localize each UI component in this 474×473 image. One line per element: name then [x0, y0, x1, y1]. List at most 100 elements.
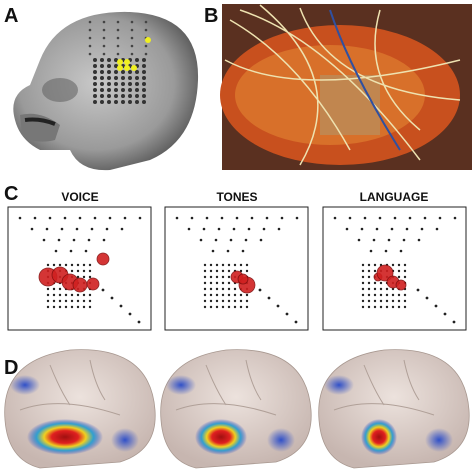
electrode	[245, 269, 249, 273]
electrode	[116, 52, 120, 56]
electrode	[33, 216, 37, 220]
electrode	[385, 293, 389, 297]
electrode-map	[322, 206, 467, 331]
electrode	[245, 305, 249, 309]
electrode	[142, 76, 146, 80]
electrode	[209, 275, 213, 279]
electrode	[58, 287, 62, 291]
electrode	[295, 216, 299, 220]
electrode	[435, 227, 439, 231]
electrode	[84, 249, 88, 253]
electrode	[76, 305, 80, 309]
electrode	[384, 249, 388, 253]
electrode	[397, 293, 401, 297]
electrode	[135, 82, 139, 86]
electrode	[64, 263, 68, 267]
electrode	[46, 305, 50, 309]
electrode	[137, 320, 141, 324]
electrode	[385, 287, 389, 291]
brain-render	[318, 349, 470, 469]
electrode	[142, 70, 146, 74]
electrode	[397, 269, 401, 273]
electrode	[267, 296, 271, 300]
electrode	[245, 263, 249, 267]
electrode	[93, 70, 97, 74]
electrode	[259, 238, 263, 242]
electrode	[373, 281, 377, 285]
electrode	[367, 293, 371, 297]
electrode	[75, 227, 79, 231]
electrode	[100, 64, 104, 68]
electrode	[233, 299, 237, 303]
electrode	[93, 76, 97, 80]
electrode	[142, 82, 146, 86]
electrode	[453, 216, 457, 220]
electrode	[93, 100, 97, 104]
electrode	[285, 312, 289, 316]
electrode	[88, 305, 92, 309]
electrode	[119, 304, 123, 308]
electrode	[128, 88, 132, 92]
electrode	[215, 299, 219, 303]
response-site	[376, 264, 394, 282]
electrode	[100, 82, 104, 86]
electrode	[58, 305, 62, 309]
electrode	[52, 293, 56, 297]
activation	[361, 419, 397, 455]
map-frame	[7, 206, 152, 331]
electrode	[209, 287, 213, 291]
electrode	[215, 269, 219, 273]
active-electrode	[124, 59, 130, 65]
electrode	[101, 288, 105, 292]
electrode	[128, 82, 132, 86]
electrode	[403, 275, 407, 279]
electrode	[227, 299, 231, 303]
electrode	[54, 249, 58, 253]
electrode	[82, 275, 86, 279]
electrode	[102, 44, 106, 48]
electrode	[88, 36, 92, 40]
electrode	[241, 249, 245, 253]
electrode	[373, 299, 377, 303]
electrode	[280, 216, 284, 220]
map-title: VOICE	[61, 190, 98, 204]
electrode	[128, 312, 132, 316]
electrode	[209, 263, 213, 267]
electrode	[107, 64, 111, 68]
electrode	[233, 293, 237, 297]
electrode	[379, 293, 383, 297]
electrode	[367, 275, 371, 279]
electrode	[175, 216, 179, 220]
electrode	[100, 88, 104, 92]
electrode	[361, 305, 365, 309]
electrode	[214, 238, 218, 242]
active-electrode	[117, 65, 123, 71]
electrode	[361, 263, 365, 267]
electrode	[393, 216, 397, 220]
electrode	[102, 20, 106, 24]
electrode	[215, 263, 219, 267]
brain	[318, 349, 470, 469]
electrode	[221, 293, 225, 297]
electrode	[130, 52, 134, 56]
electrode	[72, 238, 76, 242]
electrode	[70, 305, 74, 309]
map-title: TONES	[216, 190, 257, 204]
electrode	[209, 293, 213, 297]
active-electrode	[131, 65, 137, 71]
electrode	[227, 281, 231, 285]
electrode	[417, 238, 421, 242]
response-site	[237, 273, 249, 285]
electrode	[135, 70, 139, 74]
electrode	[18, 216, 22, 220]
electrode	[385, 299, 389, 303]
electrode	[425, 296, 429, 300]
electrode	[64, 293, 68, 297]
electrode	[405, 227, 409, 231]
electrode	[203, 269, 207, 273]
electrode	[420, 227, 424, 231]
electrode	[215, 275, 219, 279]
electrode	[52, 287, 56, 291]
brain-render	[160, 349, 312, 469]
sulcus	[333, 359, 435, 416]
